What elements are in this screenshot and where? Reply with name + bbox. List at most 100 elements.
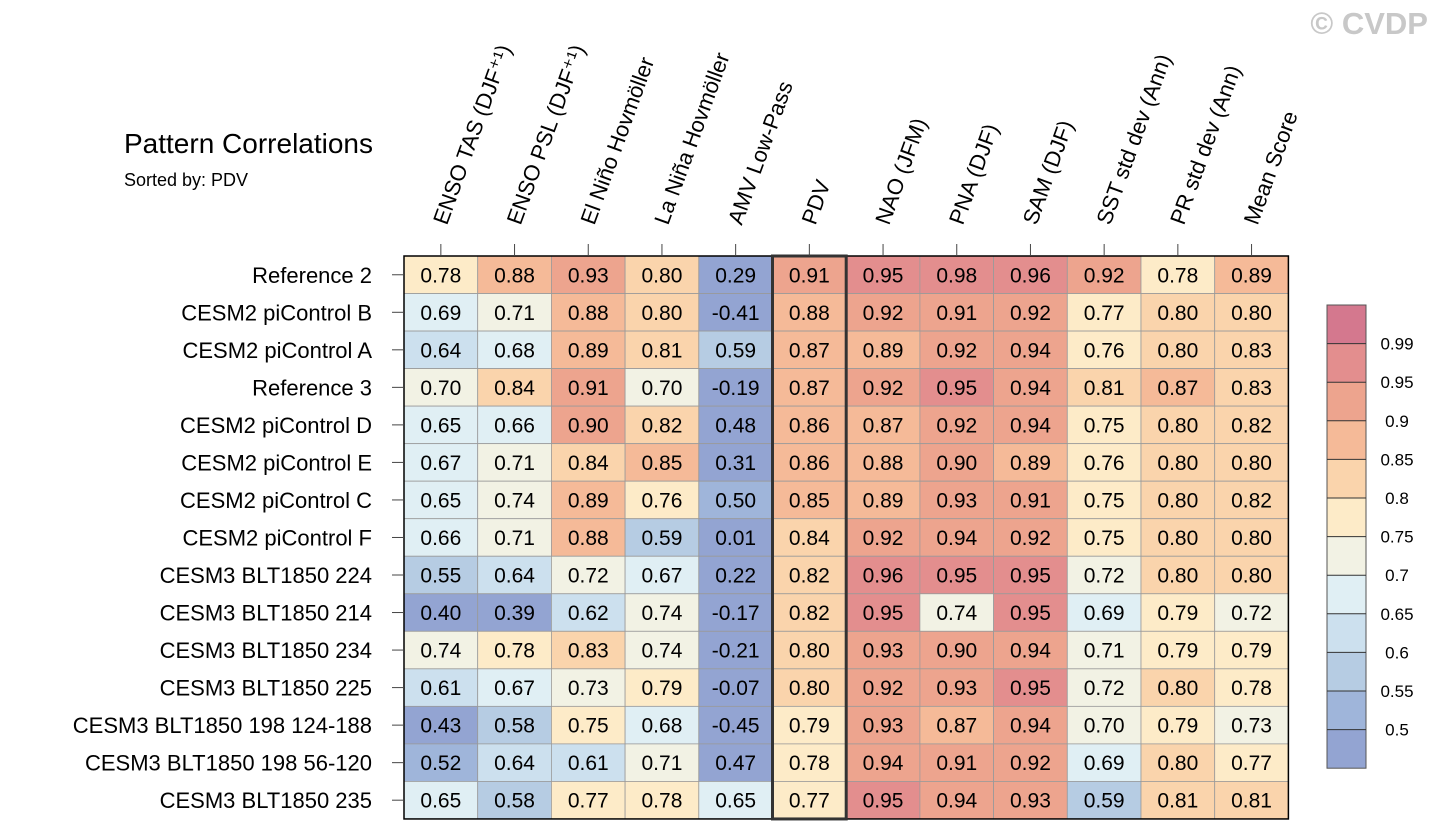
colorbar-label: 0.9: [1385, 412, 1409, 431]
colorbar-label: 0.65: [1380, 605, 1413, 624]
heat-cell: [1066, 781, 1142, 820]
cell-value: 0.88: [789, 302, 830, 325]
cell-value: 0.79: [1157, 640, 1198, 663]
cell-value: 0.80: [1231, 302, 1272, 325]
cell-value: 0.47: [715, 752, 756, 775]
cell-value: 0.95: [863, 264, 904, 287]
cell-value: 0.91: [789, 264, 830, 287]
heat-cell: [919, 630, 995, 670]
cell-value: 0.81: [1157, 790, 1198, 813]
heat-cell: [1066, 255, 1142, 294]
cell-value: 0.87: [863, 414, 904, 437]
cell-value: 0.95: [863, 602, 904, 625]
cell-value: 0.89: [568, 489, 609, 512]
cell-value: 0.96: [1010, 264, 1051, 287]
heat-cell: [624, 555, 700, 595]
cell-value: 0.80: [1157, 414, 1198, 437]
heat-cell: [1140, 555, 1216, 595]
cell-value: -0.17: [712, 602, 760, 625]
cell-value: 0.86: [789, 414, 830, 437]
heat-cell: [845, 480, 921, 520]
cell-value: 0.67: [642, 565, 683, 588]
cell-value: 0.88: [494, 264, 535, 287]
cell-value: 0.66: [420, 527, 461, 550]
cell-value: 0.93: [936, 677, 977, 700]
colorbar-swatch: [1327, 459, 1366, 498]
cell-value: 0.61: [568, 752, 609, 775]
cell-value: 0.93: [1010, 790, 1051, 813]
column-label: La Niña Hovmöller: [649, 49, 734, 228]
cell-value: 0.65: [420, 790, 461, 813]
cell-value: 0.79: [1157, 602, 1198, 625]
cell-value: 0.93: [568, 264, 609, 287]
cell-value: 0.74: [642, 602, 683, 625]
heat-cell: [845, 518, 921, 557]
cell-value: 0.87: [789, 339, 830, 362]
cell-value: 0.77: [1084, 302, 1125, 325]
cell-value: 0.83: [568, 640, 609, 663]
heat-cell: [845, 555, 921, 595]
cell-value: 0.92: [936, 339, 977, 362]
cell-value: 0.94: [1010, 339, 1051, 362]
heat-cell: [772, 368, 847, 407]
heat-cell: [845, 293, 921, 332]
cell-value: 0.64: [420, 339, 461, 362]
heat-cell: [403, 368, 479, 407]
heat-cell: [551, 518, 626, 557]
cell-value: 0.80: [1231, 565, 1272, 588]
cell-value: 0.55: [420, 565, 461, 588]
row-label: CESM2 piControl C: [180, 488, 372, 513]
heat-cell: [1066, 518, 1142, 557]
cell-value: 0.91: [1010, 489, 1051, 512]
heat-cell: [845, 705, 921, 745]
heat-cell: [477, 555, 552, 595]
heat-cell: [919, 293, 995, 332]
cell-value: 0.83: [1231, 339, 1272, 362]
cell-value: 0.94: [1010, 715, 1051, 738]
heat-cell: [403, 480, 479, 520]
heat-cell: [551, 480, 626, 520]
cell-value: -0.07: [712, 677, 760, 700]
colorbar-label: 0.95: [1380, 373, 1413, 392]
heat-cell: [1140, 518, 1216, 557]
column-label: PNA (DJF): [944, 120, 1003, 227]
heat-cell: [772, 405, 847, 445]
cell-value: 0.95: [1010, 565, 1051, 588]
cell-value: 0.89: [863, 489, 904, 512]
cell-value: 0.40: [420, 602, 461, 625]
cell-value: 0.80: [1157, 302, 1198, 325]
colorbar-swatch: [1327, 343, 1366, 383]
cell-value: 0.92: [936, 414, 977, 437]
colorbar-swatch: [1327, 575, 1366, 614]
cell-value: 0.94: [1010, 377, 1051, 400]
heat-cell: [919, 555, 995, 595]
cell-value: 0.81: [1231, 790, 1272, 813]
heat-cell: [403, 518, 479, 557]
heat-cell: [772, 705, 847, 745]
cell-value: 0.80: [1157, 527, 1198, 550]
cell-value: 0.78: [789, 752, 830, 775]
heat-cell: [845, 405, 921, 445]
cell-value: 0.85: [642, 452, 683, 475]
cell-value: 0.70: [420, 377, 461, 400]
heat-cell: [477, 668, 552, 707]
colorbar-swatch: [1327, 729, 1366, 769]
heat-cell: [845, 781, 921, 820]
colorbar-label: 0.5: [1385, 721, 1409, 740]
cell-value: 0.80: [1157, 452, 1198, 475]
heatmap-grid: 0.78 0.88 0.93 0.80 0.29 0.91 0.95 0.98 0.96 0.92…: [403, 254, 1290, 821]
heat-cell: [1140, 630, 1216, 670]
heat-cell: [477, 630, 552, 670]
cell-value: 0.74: [642, 640, 683, 663]
cell-value: 0.78: [1157, 264, 1198, 287]
heat-cell: [698, 593, 773, 632]
cell-value: 0.62: [568, 602, 609, 625]
heat-cell: [403, 555, 479, 595]
heat-cell: [772, 555, 847, 595]
heat-cell: [993, 293, 1068, 332]
column-label: El Niño Hovmöller: [575, 54, 659, 228]
column-label: SAM (DJF): [1018, 117, 1079, 228]
cell-value: 0.89: [863, 339, 904, 362]
cell-value: 0.75: [1084, 414, 1125, 437]
heat-cell: [624, 743, 700, 782]
